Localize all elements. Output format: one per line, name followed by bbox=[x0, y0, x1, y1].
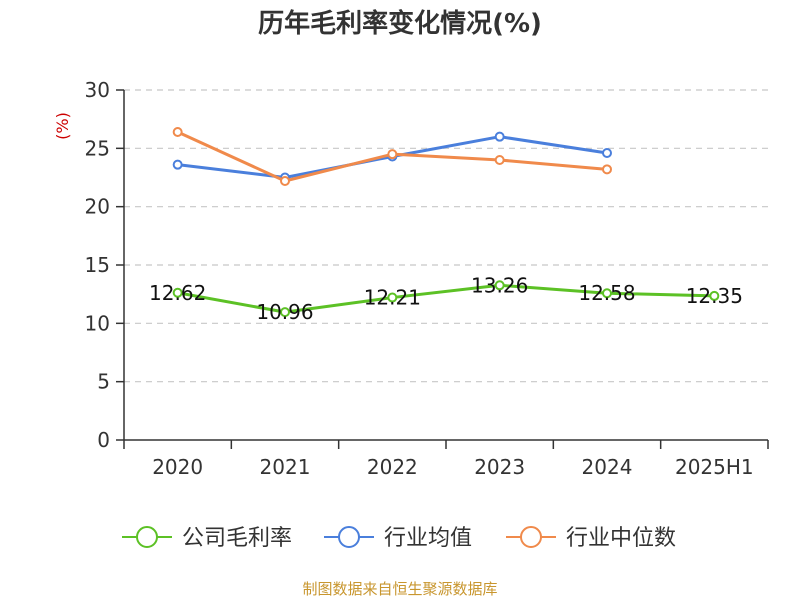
data-point bbox=[172, 287, 183, 298]
data-point bbox=[602, 164, 612, 175]
data-point bbox=[387, 149, 398, 160]
legend-marker bbox=[338, 526, 360, 548]
legend-marker bbox=[520, 526, 542, 548]
data-label: 12.58 bbox=[578, 281, 635, 305]
x-tick-label: 2021 bbox=[260, 455, 311, 479]
series-lines bbox=[172, 127, 720, 318]
data-point bbox=[494, 131, 505, 142]
data-point bbox=[387, 292, 398, 303]
data-labels: 12.62 10.96 12.21 13.26 12.58 12.35 bbox=[149, 273, 743, 324]
data-label: 12.62 bbox=[149, 281, 206, 305]
y-tick-label: 5 bbox=[97, 370, 110, 394]
data-label: 13.26 bbox=[471, 273, 528, 297]
data-point bbox=[280, 176, 290, 186]
x-tick-label: 2024 bbox=[582, 455, 633, 479]
data-label: 12.35 bbox=[686, 284, 743, 308]
data-label: 12.21 bbox=[364, 286, 421, 310]
gridlines bbox=[124, 89, 768, 383]
x-tick-label: 2025H1 bbox=[675, 455, 754, 479]
chart-title: 历年毛利率变化情况(%) bbox=[258, 8, 542, 39]
legend-label: 行业均值 bbox=[384, 526, 472, 551]
legend-marker bbox=[136, 526, 158, 548]
data-point bbox=[709, 290, 720, 301]
y-tick-label: 30 bbox=[85, 78, 110, 102]
y-tick-label: 0 bbox=[97, 428, 110, 452]
y-tick-label: 20 bbox=[85, 195, 110, 219]
data-point bbox=[172, 127, 183, 137]
data-point bbox=[494, 155, 505, 165]
x-tick-label: 2023 bbox=[474, 455, 525, 479]
source-note: 制图数据来自恒生聚源数据库 bbox=[302, 580, 497, 598]
axes: 0 5 10 15 20 25 30 2020 2021 2022 2023 2024 2025H1 bbox=[85, 78, 769, 479]
data-point bbox=[280, 307, 290, 318]
data-point bbox=[172, 159, 183, 170]
x-tick-label: 2020 bbox=[152, 455, 203, 479]
data-point bbox=[602, 288, 612, 299]
y-tick-label: 10 bbox=[85, 311, 110, 335]
legend-label: 行业中位数 bbox=[566, 526, 676, 551]
y-tick-label: 25 bbox=[85, 136, 110, 160]
data-point bbox=[602, 148, 612, 158]
x-tick-label: 2022 bbox=[367, 455, 418, 479]
data-label: 10.96 bbox=[256, 300, 313, 324]
legend: 公司毛利率 行业均值 行业中位数 bbox=[122, 526, 676, 551]
y-axis-unit-label: (%) bbox=[53, 112, 72, 140]
legend-label: 公司毛利率 bbox=[182, 526, 292, 551]
y-tick-label: 15 bbox=[85, 253, 110, 277]
data-point bbox=[494, 280, 505, 291]
series-line-company-margin bbox=[177, 283, 715, 314]
